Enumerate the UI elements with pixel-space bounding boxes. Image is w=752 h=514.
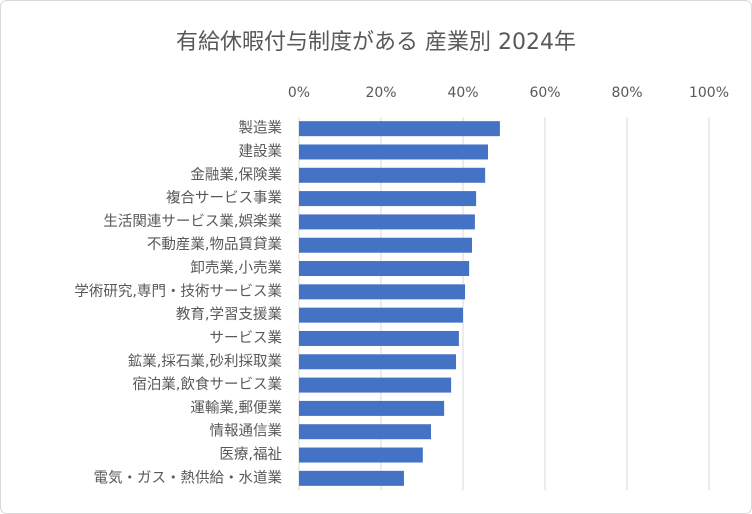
bar <box>299 261 470 277</box>
chart-title: 有給休暇付与制度がある 産業別 2024年 <box>176 30 576 55</box>
bar <box>299 424 432 440</box>
y-tick-label: 学術研究,専門・技術サービス業 <box>74 283 282 300</box>
y-tick-label: 不動産業,物品賃貸業 <box>147 236 282 253</box>
y-tick-label: 複合サービス事業 <box>166 190 282 207</box>
bar <box>299 191 477 207</box>
bar <box>299 330 459 346</box>
y-tick-label: 電気・ガス・熱供給・水道業 <box>94 469 283 486</box>
bar <box>299 237 473 253</box>
x-tick-label: 80% <box>611 85 642 101</box>
x-tick-label: 100% <box>689 85 729 101</box>
bar <box>299 377 452 393</box>
y-tick-label: 建設業 <box>239 143 283 160</box>
y-tick-label: 教育,学習支援業 <box>176 306 282 323</box>
x-tick-label: 60% <box>529 85 560 101</box>
bar <box>299 447 423 463</box>
bar <box>299 167 486 183</box>
y-tick-label: 卸売業,小売業 <box>190 260 282 277</box>
y-tick-label: 生活関連サービス業,娯楽業 <box>103 213 282 230</box>
bar <box>299 284 466 300</box>
y-tick-label: 運輸業,郵便業 <box>190 399 282 416</box>
bar <box>299 400 445 416</box>
y-tick-label: 情報通信業 <box>210 423 283 440</box>
y-tick-label: サービス業 <box>210 329 283 346</box>
bar <box>299 307 463 323</box>
y-tick-label: 鉱業,採石業,砂利採取業 <box>128 352 282 370</box>
y-tick-label: 製造業 <box>239 120 283 137</box>
bar <box>299 121 500 137</box>
bar <box>299 354 457 370</box>
bar <box>299 214 475 230</box>
x-tick-label: 0% <box>288 85 310 101</box>
bar <box>299 144 489 160</box>
y-tick-label: 医療,福祉 <box>219 446 282 463</box>
x-tick-label: 20% <box>365 85 396 101</box>
bar <box>299 470 404 486</box>
x-tick-label: 40% <box>447 85 478 101</box>
y-tick-label: 金融業,保険業 <box>190 166 282 183</box>
y-tick-label: 宿泊業,飲食サービス業 <box>132 376 282 393</box>
